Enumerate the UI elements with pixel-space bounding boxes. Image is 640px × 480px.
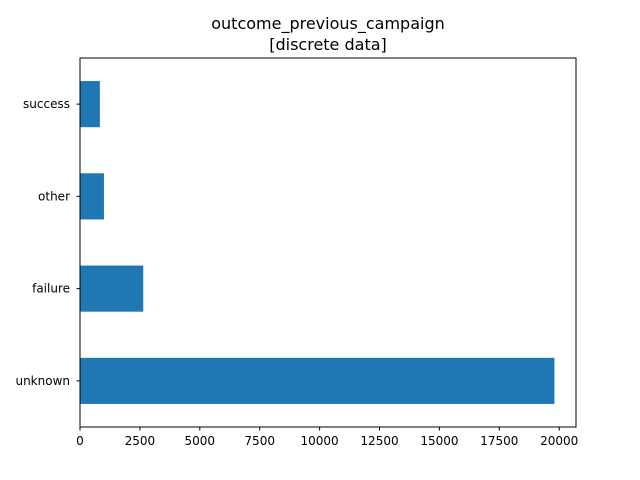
chart-title-line1: outcome_previous_campaign: [211, 14, 445, 34]
y-tick-label-other: other: [38, 189, 70, 203]
chart-title-line2: [discrete data]: [269, 35, 387, 54]
x-tick-label-20000: 20000: [540, 434, 578, 448]
bar-unknown: [80, 357, 555, 404]
x-axis-ticks: 0 2500 5000 7500 10000 12500 15000 17500 20000: [76, 427, 578, 448]
plot-frame: [79, 57, 577, 428]
x-tick-label-17500: 17500: [480, 434, 518, 448]
x-tick-label-12500: 12500: [360, 434, 398, 448]
bar-failure: [80, 265, 144, 312]
bar-success: [80, 81, 100, 128]
y-tick-label-failure: failure: [32, 282, 70, 296]
y-tick-label-success: success: [23, 97, 70, 111]
y-axis-ticks: unknown failure other success: [15, 97, 80, 388]
y-tick-label-unknown: unknown: [15, 374, 70, 388]
x-tick-label-15000: 15000: [420, 434, 458, 448]
x-tick-label-2500: 2500: [125, 434, 156, 448]
x-tick-label-10000: 10000: [301, 434, 339, 448]
x-tick-label-5000: 5000: [185, 434, 216, 448]
bar-other: [80, 173, 104, 220]
x-tick-label-0: 0: [76, 434, 84, 448]
bars-group: [80, 81, 555, 404]
x-tick-label-7500: 7500: [244, 434, 275, 448]
